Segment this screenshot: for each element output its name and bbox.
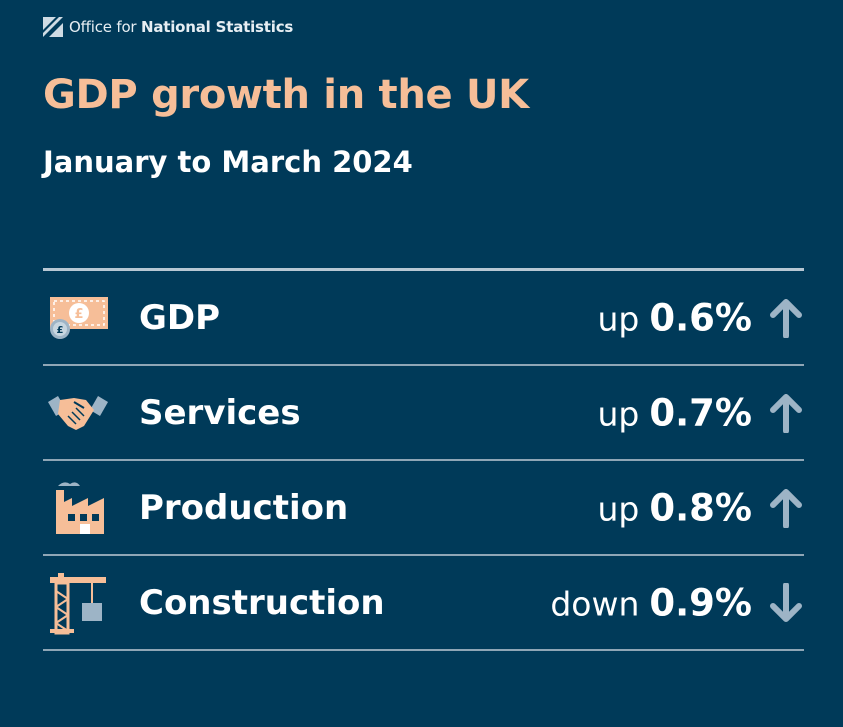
arrow-up-icon: [770, 298, 802, 338]
growth-table: £ £ GDP up 0.6% Services: [43, 268, 804, 651]
row-value: up 0.8%: [598, 486, 753, 529]
growth-row-gdp: £ £ GDP up 0.6%: [43, 271, 804, 366]
row-label: Production: [139, 487, 349, 528]
row-direction: up: [597, 489, 640, 528]
arrow-up-icon: [770, 393, 802, 433]
row-percent: 0.6%: [649, 296, 752, 339]
growth-row-production: Production up 0.8%: [43, 461, 804, 556]
ons-logo-icon: [43, 17, 63, 37]
row-percent: 0.7%: [649, 391, 752, 434]
row-label: GDP: [139, 297, 221, 338]
svg-text:£: £: [57, 325, 64, 336]
row-percent: 0.8%: [649, 486, 752, 529]
row-percent: 0.9%: [649, 581, 752, 624]
row-direction: up: [597, 394, 640, 433]
svg-text:£: £: [74, 307, 83, 322]
ons-logo-text: Office for National Statistics: [69, 18, 294, 36]
handshake-icon: [45, 383, 111, 443]
row-value: up 0.7%: [598, 391, 753, 434]
crane-icon: [45, 572, 111, 634]
arrow-down-icon: [770, 582, 802, 622]
row-value: down 0.9%: [550, 581, 752, 624]
growth-row-services: Services up 0.7%: [43, 366, 804, 461]
ons-logo: Office for National Statistics: [43, 17, 293, 37]
row-label: Construction: [139, 582, 385, 623]
page-title: GDP growth in the UK: [43, 72, 529, 118]
row-direction: down: [550, 584, 640, 623]
row-direction: up: [597, 299, 640, 338]
growth-row-construction: Construction down 0.9%: [43, 556, 804, 651]
page-subtitle: January to March 2024: [43, 145, 413, 179]
money-icon: £ £: [45, 288, 111, 348]
arrow-up-icon: [770, 488, 802, 528]
row-value: up 0.6%: [598, 296, 753, 339]
row-label: Services: [139, 392, 301, 433]
factory-icon: [45, 478, 111, 538]
